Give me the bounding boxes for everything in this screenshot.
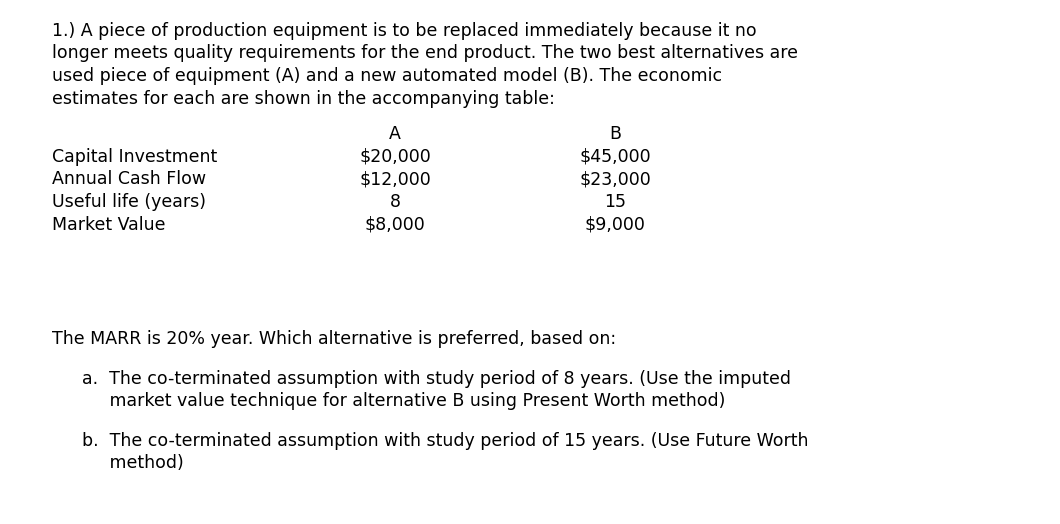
Text: Annual Cash Flow: Annual Cash Flow bbox=[52, 170, 206, 189]
Text: a.  The co-terminated assumption with study period of 8 years. (Use the imputed: a. The co-terminated assumption with stu… bbox=[82, 370, 791, 388]
Text: $45,000: $45,000 bbox=[579, 148, 651, 166]
Text: used piece of equipment (A) and a new automated model (B). The economic: used piece of equipment (A) and a new au… bbox=[52, 67, 722, 85]
Text: $23,000: $23,000 bbox=[579, 170, 651, 189]
Text: longer meets quality requirements for the end product. The two best alternatives: longer meets quality requirements for th… bbox=[52, 45, 798, 62]
Text: $9,000: $9,000 bbox=[584, 215, 646, 234]
Text: $12,000: $12,000 bbox=[359, 170, 430, 189]
Text: $8,000: $8,000 bbox=[365, 215, 425, 234]
Text: method): method) bbox=[82, 454, 183, 473]
Text: $20,000: $20,000 bbox=[359, 148, 430, 166]
Text: Market Value: Market Value bbox=[52, 215, 165, 234]
Text: The MARR is 20% year. Which alternative is preferred, based on:: The MARR is 20% year. Which alternative … bbox=[52, 330, 616, 348]
Text: Capital Investment: Capital Investment bbox=[52, 148, 217, 166]
Text: b.  The co-terminated assumption with study period of 15 years. (Use Future Wort: b. The co-terminated assumption with stu… bbox=[82, 432, 809, 450]
Text: 15: 15 bbox=[604, 193, 626, 211]
Text: B: B bbox=[610, 125, 621, 143]
Text: estimates for each are shown in the accompanying table:: estimates for each are shown in the acco… bbox=[52, 90, 554, 107]
Text: 8: 8 bbox=[389, 193, 401, 211]
Text: 1.) A piece of production equipment is to be replaced immediately because it no: 1.) A piece of production equipment is t… bbox=[52, 22, 757, 40]
Text: A: A bbox=[389, 125, 401, 143]
Text: market value technique for alternative B using Present Worth method): market value technique for alternative B… bbox=[82, 392, 725, 410]
Text: Useful life (years): Useful life (years) bbox=[52, 193, 206, 211]
